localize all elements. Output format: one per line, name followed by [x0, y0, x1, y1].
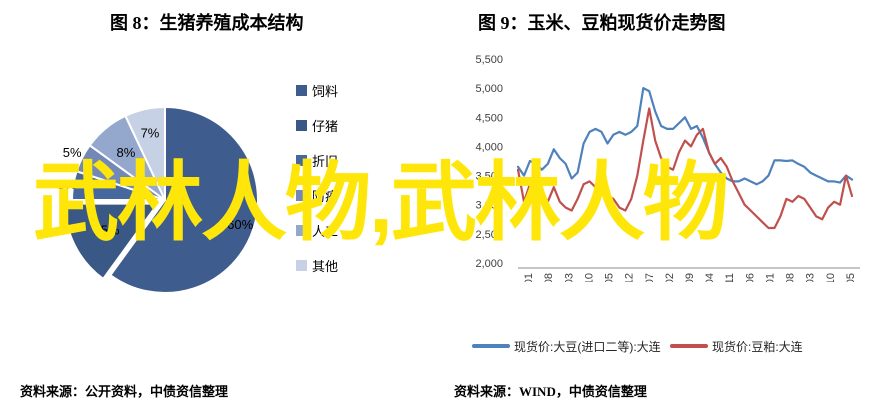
figure8-title: 图 8：生猪养殖成本结构	[110, 13, 304, 33]
pie-pct-label-仔猪: 15%	[93, 222, 119, 237]
pie-legend-item-饲料: 饲料	[296, 84, 339, 99]
y-axis-tick-label: 2,500	[475, 229, 503, 241]
soybean-line-swatch	[472, 344, 510, 348]
x-axis-tick-label: 2012-07	[644, 273, 656, 282]
soybean-legend-label: 现货价:大豆(进口二等):大连	[514, 339, 661, 354]
x-axis-tick-label: 2009-08	[543, 273, 555, 282]
figure9-title: 图 9：玉米、豆粕现货价走势图	[478, 13, 726, 33]
legend-item-soybean-meal: 现货价:豆粕:大连	[670, 338, 803, 354]
y-axis-tick-label: 4,000	[475, 141, 503, 153]
x-axis-tick-label: 2011-05	[604, 273, 616, 282]
pie-legend-label: 防疫	[312, 189, 339, 204]
x-axis-tick-label: 2010-03	[563, 273, 575, 282]
pie-legend-item-折旧: 折旧	[296, 154, 339, 169]
pie-chart: 60% 15% 5% 5% 8% 7%	[57, 106, 259, 294]
pie-legend-label: 其他	[312, 259, 339, 274]
x-axis-tick-label: 2009-01	[523, 273, 535, 282]
pie-legend-swatch	[296, 225, 307, 236]
x-axis-tick-label: 2016-01	[764, 273, 776, 282]
pie-legend-label: 仔猪	[312, 119, 339, 134]
line-chart: 5,500 5,000 4,500 4,000 3,500 3,000 2,500 2,000…	[475, 54, 860, 282]
price-line-soybean	[516, 86, 854, 186]
pie-pct-label-其他: 7%	[141, 125, 160, 140]
y-axis-tick-label: 3,500	[475, 171, 503, 183]
y-axis-tick-label: 2,000	[475, 258, 503, 270]
x-axis-tick-label: 2018-05	[845, 273, 857, 282]
pie-pct-label-人工: 8%	[116, 145, 135, 160]
soybean-meal-line-swatch	[670, 344, 708, 348]
pie-pct-label-防疫: 5%	[63, 145, 82, 160]
pie-slice-其他	[124, 106, 166, 201]
pie-legend-item-防疫: 防疫	[296, 189, 339, 204]
soybean-meal-legend-label: 现货价:豆粕:大连	[712, 339, 803, 354]
pie-legend-swatch	[296, 260, 307, 271]
legend-item-soybean: 现货价:大豆(进口二等):大连	[472, 338, 661, 354]
y-axis-tick-label: 5,500	[475, 54, 503, 66]
y-axis-tick-label: 4,500	[475, 112, 503, 124]
y-axis-tick-label: 3,000	[475, 200, 503, 212]
pie-slice-饲料	[109, 106, 259, 294]
pie-legend-label: 折旧	[312, 154, 339, 169]
pie-legend-label: 人工	[312, 224, 339, 239]
x-axis-tick-label: 2013-09	[684, 273, 696, 282]
x-axis-tick-label: 2017-10	[825, 273, 837, 282]
x-axis-tick-label: 2017-03	[805, 273, 817, 282]
price-line-soybean-meal	[516, 107, 854, 230]
figure8-source: 资料来源：公开资料，中债资信整理	[20, 384, 229, 399]
pie-pct-label-折旧: 5%	[57, 177, 76, 192]
x-axis-tick-label: 2016-08	[785, 273, 797, 282]
pie-legend-label: 饲料	[312, 84, 339, 99]
x-axis-tick-label: 2014-04	[704, 273, 716, 282]
pie-legend-swatch	[296, 190, 307, 201]
x-axis-tick-label: 2013-02	[664, 273, 676, 282]
pie-legend-item-其他: 其他	[296, 259, 339, 274]
x-axis-tick-label: 2014-11	[724, 273, 736, 282]
y-axis-tick-label: 5,000	[475, 83, 503, 95]
pie-legend-item-人工: 人工	[296, 224, 339, 239]
pie-slice-仔猪	[63, 202, 159, 280]
x-axis-tick-label: 2015-06	[744, 273, 756, 282]
pie-legend-swatch	[296, 155, 307, 166]
x-axis-tick-label: 2011-12	[624, 273, 636, 282]
pie-legend-swatch	[296, 120, 307, 131]
x-axis-tick-label: 2010-10	[583, 273, 595, 282]
pie-legend-swatch	[296, 85, 307, 96]
pie-legend: 饲料仔猪折旧防疫人工其他	[296, 84, 338, 294]
pie-pct-label-饲料: 60%	[227, 217, 253, 232]
figure9-source: 资料来源：WIND，中债资信整理	[454, 384, 647, 399]
pie-legend-item-仔猪: 仔猪	[296, 119, 339, 134]
